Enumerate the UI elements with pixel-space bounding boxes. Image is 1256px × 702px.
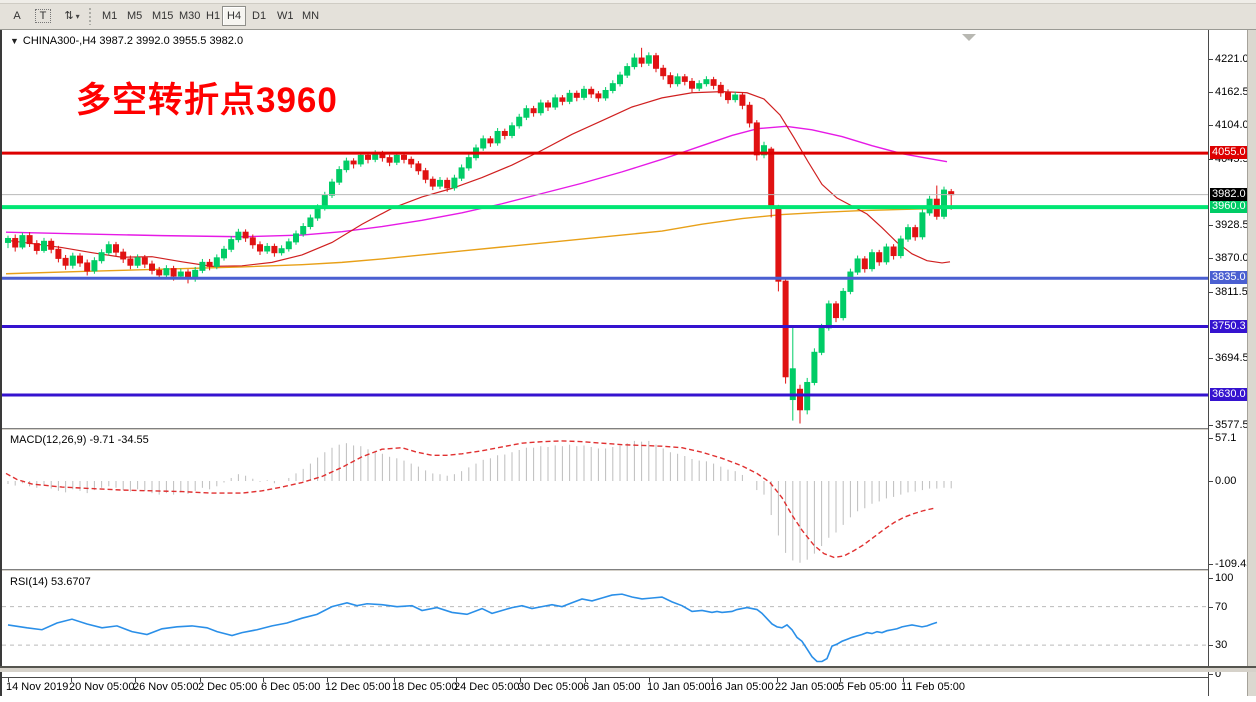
price-line-label: 3982.0	[1210, 187, 1248, 201]
time-axis-label: 11 Feb 05:00	[901, 681, 966, 693]
macd-axis-tick: 0.00	[1215, 475, 1237, 487]
axis-tick-mark	[1209, 91, 1213, 93]
window-bottom-edge	[0, 666, 1256, 672]
price-axis-tick: 3928.5	[1215, 219, 1249, 232]
chart-shift-marker-icon[interactable]	[962, 34, 976, 41]
window-right-edge	[1247, 30, 1256, 696]
price-axis-tick: 3694.5	[1215, 352, 1249, 365]
time-axis-tick-mark	[840, 678, 841, 682]
time-axis-label: 6 Dec 05:00	[261, 681, 321, 693]
chart-window: ▼ CHINA300-,H4 3987.2 3992.0 3955.5 3982.…	[0, 30, 1256, 696]
axis-tick-mark	[1209, 481, 1213, 482]
time-axis-tick-mark	[520, 678, 521, 682]
cursor-icon: ⇅	[64, 10, 74, 22]
price-line-label: 3630.0	[1210, 387, 1248, 401]
font-tool-button[interactable]: A	[6, 6, 28, 26]
axis-tick-mark	[1209, 577, 1213, 579]
time-axis-label: 12 Dec 05:00	[325, 681, 391, 693]
text-tool-button[interactable]: T	[32, 6, 54, 26]
time-axis-tick-mark	[712, 678, 713, 682]
time-axis-label: 14 Nov 2019	[6, 681, 69, 693]
timeframe-button-w1[interactable]: W1	[272, 6, 299, 26]
timeframe-button-m30[interactable]: M30	[174, 6, 205, 26]
price-axis-tick: 4162.5	[1215, 85, 1249, 98]
time-axis[interactable]: 14 Nov 2019 20 Nov 05:00 26 Nov 05:00 2 Dec…	[2, 677, 1208, 696]
time-axis-label: 18 Dec 05:00	[392, 681, 458, 693]
time-axis-label: 5 Feb 05:00	[838, 681, 897, 693]
price-pane[interactable]	[2, 33, 1208, 428]
rsi-pane[interactable]	[2, 572, 1208, 677]
rsi-indicator-label: RSI(14) 53.6707	[10, 576, 91, 588]
macd-axis-tick: -109.43	[1215, 557, 1253, 570]
timeframe-button-h4[interactable]: H4	[222, 6, 247, 26]
cursor-tool-button[interactable]: ⇅ ▾	[58, 6, 86, 26]
time-axis-tick-mark	[394, 678, 395, 682]
macd-axis-tick: 57.1	[1215, 431, 1237, 444]
rsi-axis-tick: 0	[1215, 668, 1222, 680]
axis-tick-mark	[1209, 437, 1213, 439]
time-axis-label: 30 Dec 05:00	[518, 681, 584, 693]
toolbar: A T ⇅ ▾ M1 M5 M15 M30 H1 H4 D1 W1 MN	[0, 0, 1256, 30]
price-line-label: 3835.0	[1210, 271, 1248, 285]
pane-splitter-macd[interactable]	[2, 428, 1210, 431]
price-axis[interactable]: 4221.04162.54104.04045.53928.53870.03811…	[1208, 30, 1252, 696]
symbol-dropdown-icon[interactable]: ▼	[10, 36, 19, 46]
price-axis-tick: 3577.5	[1215, 418, 1249, 431]
time-axis-tick-mark	[71, 678, 72, 682]
time-axis-label: 22 Jan 05:00	[775, 681, 839, 693]
axis-tick-mark	[1209, 291, 1213, 293]
chart-symbol-header: ▼ CHINA300-,H4 3987.2 3992.0 3955.5 3982.…	[10, 35, 243, 47]
pane-splitter-rsi[interactable]	[2, 569, 1210, 572]
time-axis-tick-mark	[649, 678, 650, 682]
timeframe-button-m1[interactable]: M1	[97, 6, 122, 26]
timeframe-button-d1[interactable]: D1	[247, 6, 271, 26]
time-axis-tick-mark	[8, 678, 9, 682]
price-axis-tick: 3811.5	[1215, 285, 1248, 298]
time-axis-tick-mark	[903, 678, 904, 682]
axis-tick-mark	[1209, 606, 1213, 608]
timeframe-button-mn[interactable]: MN	[297, 6, 324, 26]
time-axis-tick-mark	[263, 678, 264, 682]
time-axis-tick-mark	[585, 678, 586, 682]
axis-tick-mark	[1209, 258, 1213, 260]
time-axis-label: 6 Jan 05:00	[583, 681, 641, 693]
time-axis-label: 16 Jan 05:00	[710, 681, 774, 693]
timeframe-button-m5[interactable]: M5	[122, 6, 147, 26]
timeframe-button-h1[interactable]: H1	[201, 6, 225, 26]
timeframe-button-m15[interactable]: M15	[147, 6, 178, 26]
time-axis-tick-mark	[327, 678, 328, 682]
time-axis-tick-mark	[456, 678, 457, 682]
time-axis-tick-mark	[200, 678, 201, 682]
axis-tick-mark	[1209, 125, 1213, 127]
axis-tick-mark	[1209, 225, 1213, 227]
time-axis-label: 2 Dec 05:00	[198, 681, 258, 693]
time-axis-tick-mark	[135, 678, 136, 682]
annotation-text: 多空转折点3960	[76, 81, 338, 120]
axis-tick-mark	[1209, 58, 1213, 60]
time-axis-label: 20 Nov 05:00	[69, 681, 135, 693]
axis-tick-mark	[1209, 645, 1213, 647]
time-axis-label: 24 Dec 05:00	[454, 681, 520, 693]
axis-tick-mark	[1209, 563, 1213, 565]
price-axis-tick: 4221.0	[1215, 52, 1249, 65]
macd-indicator-label: MACD(12,26,9) -9.71 -34.55	[10, 434, 149, 446]
price-line-label: 3960.0	[1210, 200, 1248, 214]
macd-pane[interactable]	[2, 431, 1208, 569]
price-line-label: 3750.3	[1210, 319, 1248, 333]
rsi-axis-tick: 30	[1215, 639, 1228, 652]
rsi-axis-tick: 100	[1215, 571, 1234, 584]
chevron-down-icon: ▾	[75, 12, 80, 21]
axis-tick-mark	[1209, 674, 1213, 675]
time-axis-label: 10 Jan 05:00	[647, 681, 711, 693]
price-axis-tick: 3870.0	[1215, 252, 1249, 265]
toolbar-drag-handle[interactable]	[88, 7, 93, 25]
time-axis-label: 26 Nov 05:00	[133, 681, 199, 693]
rsi-axis-tick: 70	[1215, 600, 1228, 613]
price-axis-tick: 4104.0	[1215, 119, 1249, 132]
time-axis-tick-mark	[777, 678, 778, 682]
axis-tick-mark	[1209, 424, 1213, 426]
symbol-ohlc-text: CHINA300-,H4 3987.2 3992.0 3955.5 3982.0	[22, 35, 244, 47]
price-line-label: 4055.0	[1210, 146, 1248, 160]
axis-tick-mark	[1209, 358, 1213, 360]
